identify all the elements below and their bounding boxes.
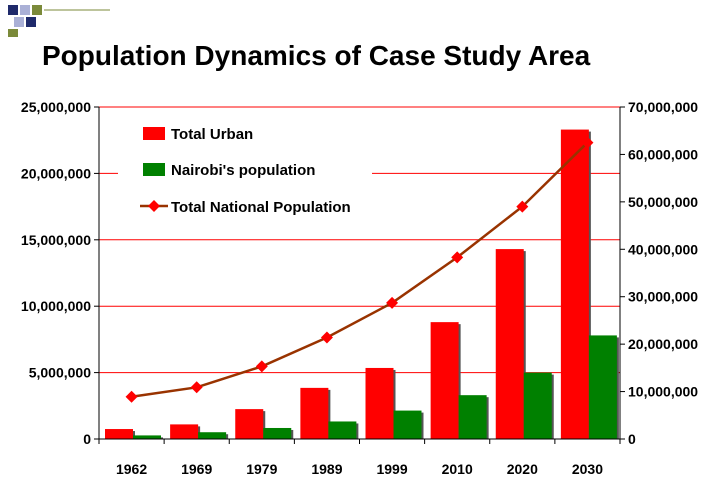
- legend-swatch-nairobi-population: [143, 163, 165, 176]
- point-total-national-population: [581, 136, 594, 149]
- line-total-national-population: [131, 141, 589, 399]
- x-tick-label: 1969: [181, 461, 212, 477]
- right-tick-label: 40,000,000: [628, 241, 698, 257]
- point-total-national-population: [255, 360, 268, 373]
- x-tick-label: 2030: [572, 461, 603, 477]
- left-tick-label: 25,000,000: [21, 99, 91, 115]
- bar-nairobi-population: [588, 335, 617, 439]
- legend-label-total-national-population: Total National Population: [171, 199, 351, 216]
- x-tick-label: 1979: [246, 461, 277, 477]
- logo-square-navy-1: [8, 5, 18, 15]
- point-total-national-population: [386, 296, 399, 309]
- right-tick-label: 70,000,000: [628, 99, 698, 115]
- bar-total-urban: [430, 322, 459, 439]
- bar-total-urban: [560, 129, 589, 440]
- point-total-national-population: [320, 331, 333, 344]
- point-total-national-population: [516, 200, 529, 213]
- bar-nairobi-population: [198, 432, 227, 439]
- logo-square-olive-1: [32, 5, 42, 15]
- bar-nairobi-population: [458, 395, 487, 439]
- legend-marker-total-national-population: [148, 200, 160, 212]
- left-tick-label: 0: [83, 431, 91, 447]
- bar-nairobi-population: [393, 410, 422, 439]
- x-tick-label: 1989: [311, 461, 342, 477]
- logo-square-light-2: [14, 17, 24, 27]
- legend-swatch-total-urban: [143, 127, 165, 140]
- bar-total-urban: [495, 249, 524, 439]
- bar-nairobi-population: [263, 427, 292, 439]
- bar-total-urban: [300, 387, 329, 439]
- logo-square-navy-2: [26, 17, 36, 27]
- right-tick-label: 20,000,000: [628, 336, 698, 352]
- left-tick-label: 20,000,000: [21, 165, 91, 181]
- left-tick-label: 5,000,000: [29, 365, 91, 381]
- corner-logo-squares: [8, 5, 110, 37]
- x-tick-label: 1999: [376, 461, 407, 477]
- point-total-national-population: [451, 251, 464, 264]
- right-tick-label: 50,000,000: [628, 194, 698, 210]
- bar-nairobi-population: [328, 421, 357, 439]
- logo-square-olive-2: [8, 29, 18, 37]
- point-total-national-population: [190, 381, 203, 394]
- point-total-national-population: [125, 390, 138, 403]
- x-tick-label: 2010: [442, 461, 473, 477]
- bar-total-urban: [105, 429, 133, 439]
- right-tick-label: 10,000,000: [628, 384, 698, 400]
- legend-label-nairobi-population: Nairobi's population: [171, 162, 315, 179]
- bar-total-urban: [170, 424, 199, 439]
- page-title: Population Dynamics of Case Study Area: [42, 40, 591, 71]
- right-tick-label: 30,000,000: [628, 289, 698, 305]
- logo-square-light-1: [20, 5, 30, 15]
- left-tick-label: 10,000,000: [21, 298, 91, 314]
- right-tick-label: 60,000,000: [628, 146, 698, 162]
- x-tick-label: 2020: [507, 461, 538, 477]
- x-tick-label: 1962: [116, 461, 147, 477]
- left-tick-label: 15,000,000: [21, 232, 91, 248]
- bar-total-urban: [365, 367, 394, 439]
- bar-nairobi-population: [133, 435, 161, 439]
- bar-nairobi-population: [523, 372, 552, 439]
- legend-label-total-urban: Total Urban: [171, 126, 253, 143]
- bar-total-urban: [235, 409, 264, 439]
- right-tick-label: 0: [628, 431, 636, 447]
